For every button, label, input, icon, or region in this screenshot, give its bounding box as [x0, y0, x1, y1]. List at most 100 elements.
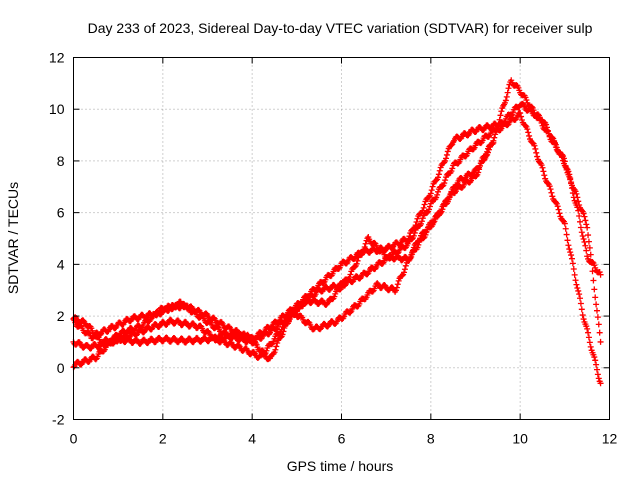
data-point	[523, 97, 530, 104]
data-point	[552, 141, 559, 148]
data-point	[244, 331, 251, 338]
data-point	[428, 187, 435, 194]
data-point	[570, 194, 577, 201]
data-point	[575, 207, 582, 214]
data-point	[443, 155, 450, 162]
data-point	[533, 149, 540, 156]
data-point	[594, 371, 601, 378]
data-point	[597, 271, 604, 278]
data-point	[583, 323, 590, 330]
data-point	[409, 251, 416, 258]
data-point	[443, 151, 450, 158]
data-point	[405, 236, 412, 243]
data-point	[426, 203, 433, 210]
data-point	[561, 158, 568, 165]
data-point	[517, 110, 524, 117]
data-point	[449, 165, 456, 172]
data-point	[540, 168, 547, 175]
data-point	[401, 269, 408, 276]
data-point	[582, 242, 589, 249]
data-point	[448, 142, 455, 149]
data-point	[434, 174, 441, 181]
data-point	[408, 253, 415, 260]
data-point	[569, 260, 576, 267]
data-point	[419, 215, 426, 222]
data-point	[530, 107, 537, 114]
data-point	[110, 340, 117, 347]
data-point	[592, 294, 599, 301]
data-point	[272, 346, 279, 353]
data-point	[447, 191, 454, 198]
data-point	[444, 148, 451, 155]
data-point	[347, 271, 354, 278]
data-point	[584, 325, 591, 332]
data-point	[586, 339, 593, 346]
data-point	[497, 112, 504, 119]
data-point	[485, 146, 492, 153]
data-point	[593, 361, 600, 368]
data-point	[562, 163, 569, 170]
data-point	[548, 189, 555, 196]
data-point	[566, 246, 573, 253]
data-point	[427, 190, 434, 197]
y-tick-label: 8	[57, 153, 65, 169]
data-point	[413, 219, 420, 226]
data-point	[125, 335, 132, 342]
data-point	[364, 271, 371, 278]
data-point	[492, 131, 499, 138]
data-point	[526, 132, 533, 139]
data-point	[543, 127, 550, 134]
data-point	[518, 116, 525, 123]
data-point	[593, 366, 600, 373]
y-tick-label: 0	[57, 360, 65, 376]
data-point	[518, 113, 525, 120]
data-point	[361, 243, 368, 250]
data-point	[577, 300, 584, 307]
data-point	[156, 323, 163, 330]
data-point	[568, 255, 575, 262]
data-point	[573, 281, 580, 288]
data-point	[596, 329, 603, 336]
data-point	[565, 242, 572, 249]
data-point	[490, 139, 497, 146]
data-point	[564, 237, 571, 244]
data-point	[571, 271, 578, 278]
data-point	[389, 244, 396, 251]
data-point	[419, 207, 426, 214]
x-tick-label: 12	[602, 431, 618, 447]
data-point	[452, 183, 459, 190]
y-tick-label: -2	[52, 412, 65, 428]
data-point	[525, 129, 532, 136]
data-point	[555, 206, 562, 213]
data-point	[429, 183, 436, 190]
data-point	[446, 194, 453, 201]
data-point	[532, 145, 539, 152]
data-point	[587, 251, 594, 258]
data-point	[379, 260, 386, 267]
data-point	[543, 121, 550, 128]
data-point	[586, 244, 593, 251]
data-point	[567, 249, 574, 256]
data-point	[504, 89, 511, 96]
data-point	[584, 253, 591, 260]
data-point	[556, 210, 563, 217]
data-point	[562, 225, 569, 232]
data-point	[528, 103, 535, 110]
data-point	[581, 213, 588, 220]
data-point	[585, 329, 592, 336]
data-point	[485, 149, 492, 156]
x-tick-label: 4	[248, 431, 256, 447]
data-point	[426, 206, 433, 213]
data-point	[577, 295, 584, 302]
data-point	[287, 313, 294, 320]
y-axis-label: SDTVAR / TECUs	[5, 182, 21, 294]
data-point	[549, 193, 556, 200]
data-point	[495, 120, 502, 127]
data-point	[583, 221, 590, 228]
data-point	[250, 349, 257, 356]
data-point	[402, 262, 409, 269]
data-point	[468, 172, 475, 179]
data-point	[568, 180, 575, 187]
data-point	[581, 238, 588, 245]
data-point	[560, 155, 567, 162]
